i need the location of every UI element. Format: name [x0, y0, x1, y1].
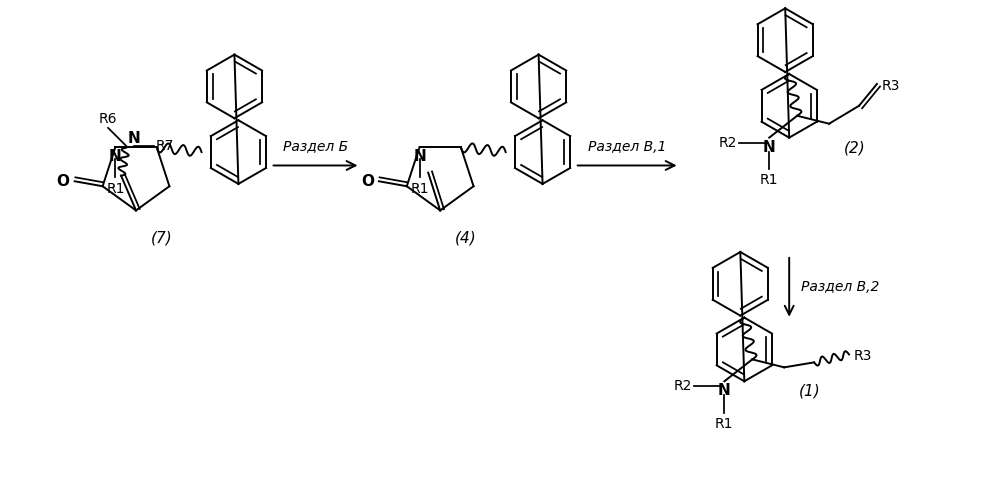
Text: Раздел В,1: Раздел В,1 [588, 140, 666, 153]
Text: N: N [763, 140, 776, 155]
Text: N: N [128, 131, 141, 146]
Text: Раздел В,2: Раздел В,2 [801, 280, 880, 294]
Text: (1): (1) [799, 384, 821, 399]
Text: R1: R1 [106, 182, 125, 196]
Text: (4): (4) [455, 230, 477, 245]
Text: N: N [413, 149, 426, 164]
Text: R7: R7 [156, 139, 174, 153]
Text: R3: R3 [854, 349, 872, 363]
Text: R1: R1 [760, 173, 778, 187]
Text: O: O [57, 174, 70, 189]
Text: (2): (2) [844, 140, 866, 155]
Text: O: O [361, 174, 374, 189]
Text: R1: R1 [410, 182, 429, 196]
Text: N: N [109, 149, 122, 164]
Text: Раздел Б: Раздел Б [283, 140, 348, 153]
Text: R1: R1 [715, 417, 734, 431]
Text: R3: R3 [882, 79, 900, 93]
Text: R2: R2 [674, 379, 692, 393]
Text: R6: R6 [99, 112, 117, 126]
Text: R2: R2 [719, 136, 737, 150]
Text: (7): (7) [151, 230, 173, 245]
Text: N: N [718, 383, 731, 398]
